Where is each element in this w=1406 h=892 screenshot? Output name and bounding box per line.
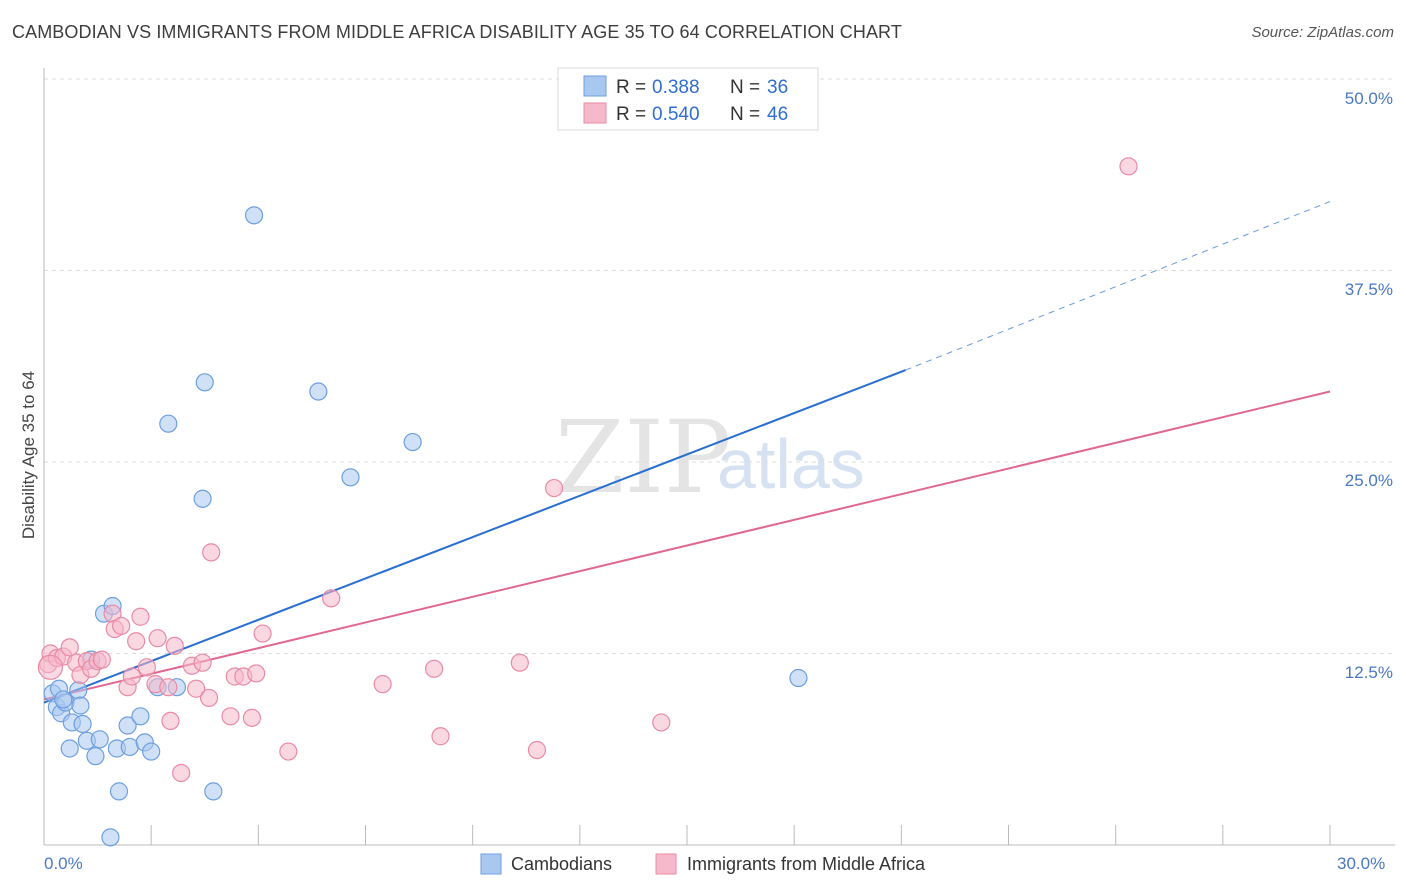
data-point-cambodians	[309, 382, 328, 401]
data-point-cambodians	[142, 742, 161, 761]
data-point-middle-africa	[1119, 157, 1138, 176]
data-point-cambodians	[341, 468, 360, 487]
data-point-cambodians	[86, 747, 105, 766]
data-point-middle-africa	[652, 713, 671, 732]
bottom-legend-swatch-cambodians	[480, 853, 502, 875]
trend-line-middle-africa	[43, 390, 1331, 701]
data-point-middle-africa	[322, 589, 341, 608]
data-point-middle-africa	[148, 629, 167, 648]
data-point-middle-africa	[202, 543, 221, 562]
trend-line-cambodians	[43, 369, 906, 704]
data-point-cambodians	[90, 730, 109, 749]
trend-line-extension-cambodians	[905, 201, 1331, 371]
y-tick-label-25: 25.0%	[1345, 471, 1393, 490]
data-point-cambodians	[60, 739, 79, 758]
data-point-cambodians	[54, 690, 73, 709]
data-point-middle-africa	[127, 632, 146, 651]
legend-r-label-2: R =	[616, 104, 646, 125]
data-point-cambodians	[244, 206, 264, 225]
data-point-cambodians	[101, 828, 120, 847]
data-point-middle-africa	[527, 740, 547, 760]
data-point-cambodians	[71, 696, 90, 715]
data-point-cambodians	[73, 714, 92, 734]
top-legend: R = 0.388 N = 36 R = 0.540 N = 46	[557, 67, 819, 131]
legend-r-label-1: R =	[616, 77, 646, 98]
y-tick-label-37-5: 37.5%	[1345, 280, 1393, 299]
data-point-middle-africa	[545, 478, 564, 498]
bottom-legend-label-cambodians: Cambodians	[511, 854, 612, 874]
bottom-legend: Cambodians Immigrants from Middle Africa	[480, 853, 926, 875]
trend-lines	[43, 201, 1331, 704]
data-point-middle-africa	[279, 742, 298, 761]
data-point-middle-africa	[187, 679, 206, 698]
watermark-zip: ZIP	[555, 399, 731, 516]
data-point-middle-africa	[159, 678, 178, 697]
legend-n-value-2: 46	[767, 104, 788, 125]
source-label: Source: ZipAtlas.com	[1251, 24, 1394, 41]
x-tick-label-max: 30.0%	[1337, 854, 1385, 873]
data-point-cambodians	[159, 414, 178, 433]
data-point-middle-africa	[242, 708, 262, 727]
data-point-middle-africa	[247, 664, 266, 683]
data-point-cambodians	[195, 373, 214, 392]
data-point-middle-africa	[137, 658, 156, 677]
y-tick-label-12-5: 12.5%	[1345, 663, 1393, 682]
data-point-middle-africa	[131, 607, 150, 626]
data-point-cambodians	[120, 737, 139, 757]
data-point-cambodians	[109, 782, 129, 801]
data-points	[37, 157, 1138, 847]
data-point-cambodians	[193, 489, 212, 508]
data-point-cambodians	[204, 782, 223, 801]
legend-r-value-2: 0.540	[652, 104, 700, 125]
data-point-cambodians	[69, 681, 88, 700]
data-point-middle-africa	[431, 727, 450, 746]
chart-title: CAMBODIAN VS IMMIGRANTS FROM MIDDLE AFRI…	[12, 22, 902, 42]
data-point-middle-africa	[373, 675, 392, 694]
data-point-middle-africa	[165, 636, 184, 655]
watermark-atlas: atlas	[717, 425, 865, 503]
data-point-middle-africa	[112, 616, 131, 636]
data-point-cambodians	[403, 432, 422, 452]
data-point-middle-africa	[424, 659, 444, 678]
legend-swatch-cambodians	[583, 75, 607, 97]
data-point-middle-africa-cluster	[37, 654, 64, 680]
data-point-middle-africa	[253, 624, 272, 643]
data-point-cambodians	[131, 707, 150, 726]
data-point-middle-africa	[92, 650, 111, 669]
data-point-middle-africa	[60, 638, 79, 657]
grid-lines	[44, 78, 1395, 654]
data-point-middle-africa	[122, 667, 141, 686]
data-point-middle-africa	[161, 711, 180, 731]
axes	[43, 68, 1395, 846]
legend-swatch-middle-africa	[583, 102, 607, 124]
data-point-middle-africa	[510, 653, 529, 672]
data-point-middle-africa	[221, 707, 240, 726]
data-point-cambodians	[118, 716, 137, 735]
legend-r-value-1: 0.388	[652, 77, 700, 98]
y-tick-label-50: 50.0%	[1345, 89, 1393, 108]
legend-n-label-1: N =	[730, 77, 760, 98]
data-point-middle-africa	[172, 763, 191, 783]
data-point-middle-africa	[199, 688, 219, 708]
legend-n-value-1: 36	[767, 77, 788, 98]
bottom-legend-swatch-middle-africa	[655, 853, 677, 875]
y-axis-title: Disability Age 35 to 64	[19, 371, 38, 539]
x-tick-label-min: 0.0%	[44, 854, 83, 873]
legend-n-label-2: N =	[730, 104, 760, 125]
bottom-legend-label-middle-africa: Immigrants from Middle Africa	[687, 854, 926, 874]
data-point-middle-africa	[193, 653, 212, 672]
data-point-cambodians	[789, 668, 808, 688]
